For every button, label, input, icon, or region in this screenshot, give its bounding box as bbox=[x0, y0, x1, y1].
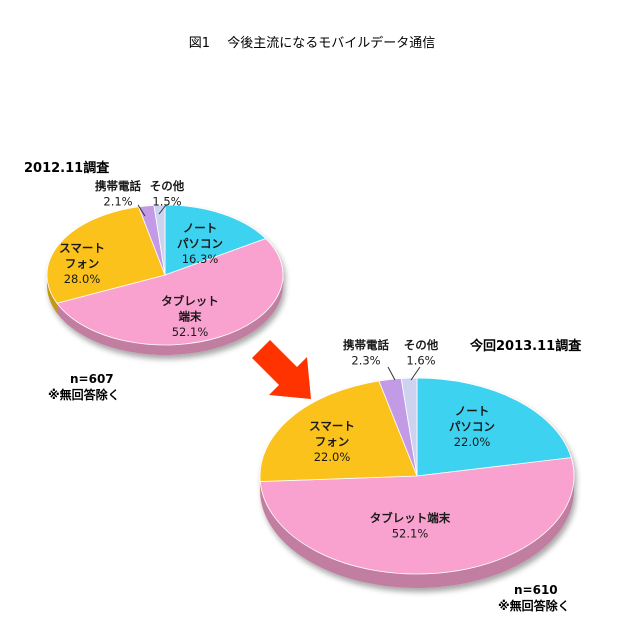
survey-label-2013: 今回2013.11調査 bbox=[469, 338, 582, 354]
pie-slice bbox=[416, 377, 572, 477]
slice-value: 2.3% bbox=[351, 354, 380, 368]
survey-label-2012: 2012.11調査 bbox=[24, 160, 110, 176]
slice-label: ノートパソコン bbox=[177, 221, 223, 251]
pie-slice bbox=[164, 204, 267, 276]
slice-label: スマートフォン bbox=[59, 241, 105, 271]
slice-value: 52.1% bbox=[172, 325, 209, 339]
slice-label: タブレット端末 bbox=[161, 294, 219, 324]
slice-value: 1.6% bbox=[406, 354, 435, 368]
slice-value: 22.0% bbox=[314, 450, 351, 464]
slice-value: 28.0% bbox=[64, 272, 101, 286]
exclusion-note-2013: ※無回答除く bbox=[498, 598, 570, 613]
pie-2013: ノートパソコン22.0%タブレット端末52.1%スマートフォン22.0%携帯電話… bbox=[259, 338, 575, 588]
slice-label: ノートパソコン bbox=[449, 404, 495, 434]
pie-slice-side bbox=[47, 275, 58, 314]
slice-label: タブレット端末 bbox=[370, 511, 451, 525]
leader-line bbox=[158, 204, 167, 215]
slice-label: スマートフォン bbox=[309, 419, 355, 449]
slice-value: 1.5% bbox=[152, 195, 181, 209]
leader-line bbox=[387, 366, 396, 381]
leader-line bbox=[410, 366, 421, 381]
figure-title: 図1 今後主流になるモバイルデータ通信 bbox=[189, 35, 435, 51]
pie-slice bbox=[56, 238, 284, 346]
pie-slice bbox=[259, 380, 418, 482]
slice-label: 携帯電話 bbox=[343, 338, 389, 352]
pie-slice bbox=[153, 204, 166, 276]
pie-slice bbox=[259, 457, 575, 575]
sample-size-2013: n=610 bbox=[514, 583, 558, 597]
slice-label: その他 bbox=[150, 179, 185, 193]
sample-size-2012: n=607 bbox=[70, 372, 114, 386]
slice-value: 22.0% bbox=[454, 435, 491, 449]
slice-label: その他 bbox=[404, 338, 439, 352]
exclusion-note-2012: ※無回答除く bbox=[48, 387, 120, 402]
pie-slice bbox=[400, 377, 418, 477]
transition-arrow bbox=[252, 340, 311, 399]
pie-slice bbox=[46, 206, 166, 304]
slice-value: 2.1% bbox=[103, 195, 132, 209]
slice-label: 携帯電話 bbox=[95, 179, 141, 193]
leader-line bbox=[137, 204, 146, 217]
slice-value: 52.1% bbox=[392, 527, 429, 541]
slice-value: 16.3% bbox=[182, 252, 219, 266]
